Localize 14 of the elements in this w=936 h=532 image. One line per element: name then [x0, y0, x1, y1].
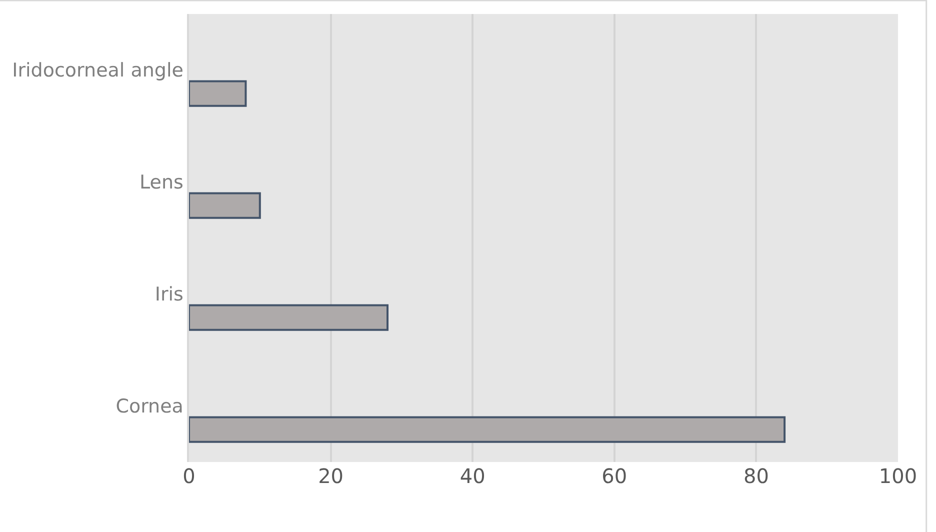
y-tick-label: Cornea — [116, 396, 184, 418]
x-tick-label: 60 — [602, 464, 628, 488]
x-tick-label: 100 — [878, 464, 918, 488]
x-tick-label: 20 — [318, 464, 344, 488]
x-tick-label: 80 — [743, 464, 769, 488]
y-tick-label: Lens — [140, 172, 184, 194]
y-tick-label: Iridocorneal angle — [12, 60, 184, 82]
bar — [189, 304, 389, 331]
bar — [189, 80, 247, 107]
bar — [189, 416, 786, 443]
y-tick-label: Iris — [154, 284, 184, 306]
x-tick-label: 0 — [182, 464, 196, 488]
bar — [189, 192, 261, 219]
x-tick-label: 40 — [460, 464, 486, 488]
